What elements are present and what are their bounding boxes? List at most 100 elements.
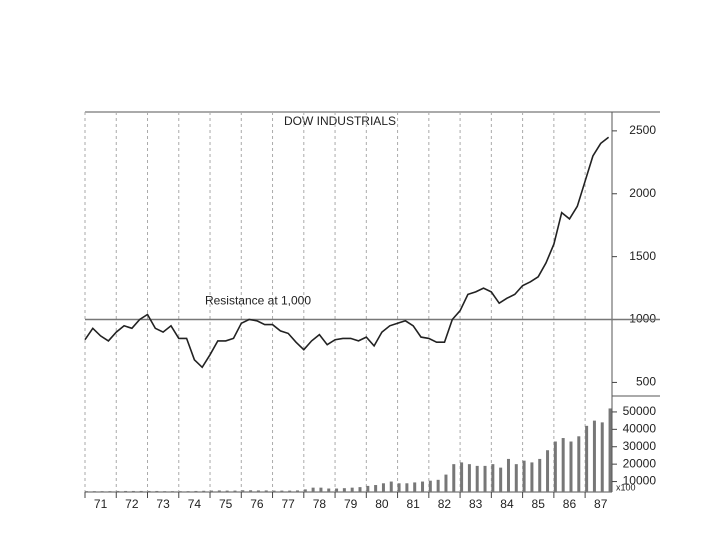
volume-bar	[389, 481, 393, 492]
y-tick-label: 10000	[623, 474, 657, 488]
volume-bar	[608, 408, 612, 492]
x-tick-label: 79	[344, 497, 358, 511]
volume-bar	[428, 480, 432, 492]
volume-bar	[225, 490, 229, 492]
chart-title: DOW INDUSTRIALS	[284, 114, 396, 128]
x-tick-label: 84	[500, 497, 514, 511]
volume-bar	[264, 490, 268, 492]
x-tick-label: 82	[438, 497, 452, 511]
y-tick-label: 1500	[629, 249, 656, 263]
volume-bar	[233, 490, 237, 492]
volume-bar	[155, 490, 159, 492]
volume-bar	[499, 467, 503, 492]
x-tick-label: 74	[188, 497, 202, 511]
volume-bar	[358, 487, 362, 492]
y-tick-label: 1000	[629, 312, 656, 326]
volume-bar	[92, 491, 96, 492]
y-tick-label: 40000	[623, 422, 657, 436]
volume-bar	[178, 491, 182, 492]
y-tick-label: 2000	[629, 186, 656, 200]
x-tick-label: 73	[156, 497, 170, 511]
volume-bar	[85, 491, 88, 492]
y-tick-label: 30000	[623, 439, 657, 453]
x-tick-label: 75	[219, 497, 233, 511]
volume-bar	[256, 490, 260, 492]
y-tick-label: 500	[636, 375, 656, 389]
volume-bar	[303, 489, 307, 492]
volume-bar	[131, 490, 135, 492]
volume-bar	[561, 438, 565, 492]
volume-bar	[147, 490, 151, 492]
volume-bar	[288, 490, 292, 492]
volume-bar	[311, 487, 315, 492]
volume-bar	[467, 464, 471, 492]
volume-bar	[506, 458, 510, 492]
volume-bar	[381, 483, 385, 492]
volume-bar	[421, 481, 425, 492]
volume-bar	[413, 482, 417, 492]
volume-bar	[460, 462, 464, 492]
x-tick-label: 71	[94, 497, 108, 511]
volume-bar	[108, 491, 112, 492]
volume-bar	[522, 460, 526, 492]
x-tick-label: 78	[313, 497, 327, 511]
volume-bar	[170, 491, 174, 492]
volume-bar	[350, 487, 354, 492]
y-tick-label: 50000	[623, 404, 657, 418]
volume-bar	[538, 458, 542, 492]
volume-bar	[569, 441, 573, 492]
x-tick-label: 76	[250, 497, 264, 511]
volume-bar	[217, 490, 221, 492]
y-tick-label: 20000	[623, 456, 657, 470]
volume-bar	[452, 464, 456, 492]
volume-bar	[280, 490, 284, 492]
x-tick-label: 86	[563, 497, 577, 511]
volume-bar	[436, 479, 440, 492]
x-tick-label: 81	[406, 497, 420, 511]
axis-unit: x100	[616, 482, 636, 492]
volume-bar	[194, 490, 198, 492]
volume-bar	[366, 485, 370, 492]
volume-bar	[592, 420, 596, 492]
x-tick-label: 80	[375, 497, 389, 511]
volume-bar	[374, 485, 378, 492]
volume-bar	[295, 490, 299, 492]
x-tick-label: 72	[125, 497, 139, 511]
volume-bar	[546, 450, 550, 492]
volume-bar	[272, 490, 276, 492]
volume-bar	[397, 483, 401, 492]
volume-bar	[553, 441, 557, 492]
volume-bar	[342, 488, 346, 492]
volume-bar	[483, 465, 487, 492]
volume-bar	[210, 490, 214, 492]
price-line	[84, 136, 610, 369]
volume-bar	[202, 490, 206, 492]
x-tick-label: 83	[469, 497, 483, 511]
volume-bar	[319, 487, 323, 492]
x-tick-label: 85	[532, 497, 546, 511]
volume-bar	[139, 490, 143, 492]
volume-bar	[530, 462, 534, 492]
x-tick-label: 87	[594, 497, 608, 511]
volume-bar	[585, 425, 589, 492]
volume-bar	[249, 490, 253, 492]
volume-bar	[335, 488, 339, 492]
volume-bar	[444, 474, 448, 492]
x-tick-label: 77	[281, 497, 295, 511]
volume-bar	[491, 464, 495, 492]
volume-bar	[514, 464, 518, 492]
volume-bar	[327, 488, 331, 492]
volume-bar	[186, 491, 190, 492]
annotation: Resistance at 1,000	[205, 294, 311, 308]
volume-bar	[600, 422, 604, 492]
volume-bar	[405, 483, 409, 492]
volume-bar	[241, 490, 245, 492]
volume-bar	[124, 490, 128, 492]
y-tick-label: 2500	[629, 123, 656, 137]
volume-bar	[100, 491, 104, 492]
volume-bar	[577, 436, 581, 492]
volume-bar	[116, 490, 120, 492]
volume-bar	[475, 465, 479, 492]
volume-bar	[163, 491, 167, 492]
